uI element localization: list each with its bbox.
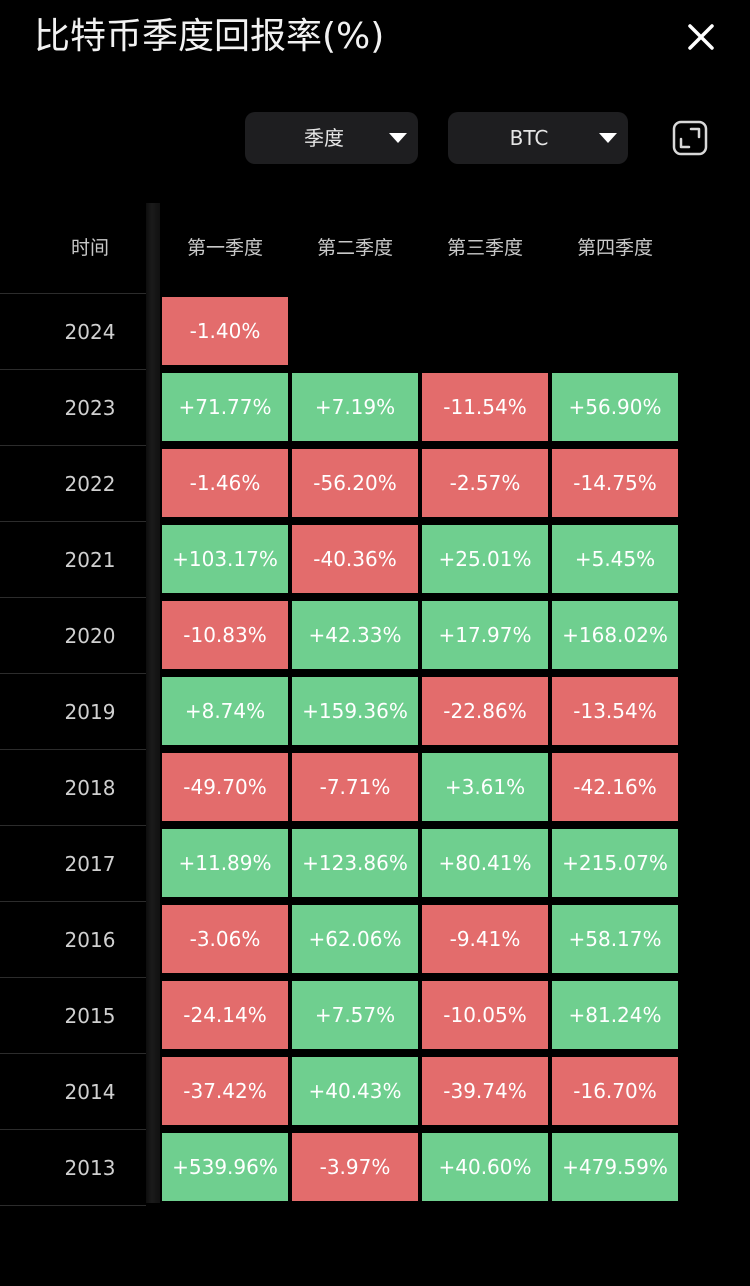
year-label: 2024 [64, 320, 116, 344]
return-cell: -22.86% [422, 677, 548, 745]
return-cell: -42.16% [552, 753, 678, 821]
year-label: 2018 [64, 776, 116, 800]
returns-table: 时间 第一季度 第二季度 第三季度 第四季度 2024 -1.40% 2023 +71… [0, 203, 750, 1206]
caret-down-icon [389, 133, 407, 143]
year-label: 2013 [64, 1156, 116, 1180]
return-cell: +159.36% [292, 677, 418, 745]
row-divider [0, 1129, 146, 1130]
close-icon[interactable] [684, 20, 718, 54]
return-cell: -2.57% [422, 449, 548, 517]
year-label: 2022 [64, 472, 116, 496]
row-divider [0, 369, 146, 370]
period-select-label: 季度 [304, 126, 344, 150]
return-cell: -49.70% [162, 753, 288, 821]
row-divider [0, 825, 146, 826]
year-label: 2023 [64, 396, 116, 420]
year-label: 2017 [64, 852, 116, 876]
row-divider [0, 445, 146, 446]
return-cell: -14.75% [552, 449, 678, 517]
page-title: 比特币季度回报率(%) [34, 16, 385, 57]
return-cell: +8.74% [162, 677, 288, 745]
year-label: 2019 [64, 700, 116, 724]
row-divider [0, 521, 146, 522]
return-cell: +11.89% [162, 829, 288, 897]
return-cell: -37.42% [162, 1057, 288, 1125]
year-label: 2020 [64, 624, 116, 648]
year-label: 2016 [64, 928, 116, 952]
row-divider [0, 293, 146, 294]
row-divider [0, 597, 146, 598]
asset-select-label: BTC [509, 126, 549, 150]
time-header: 时间 [70, 237, 109, 259]
return-cell: -16.70% [552, 1057, 678, 1125]
return-cell: +479.59% [552, 1133, 678, 1201]
return-cell: +168.02% [552, 601, 678, 669]
return-cell: +42.33% [292, 601, 418, 669]
return-cell: +17.97% [422, 601, 548, 669]
return-cell: +62.06% [292, 905, 418, 973]
quarter-header-q4: 第四季度 [576, 237, 653, 259]
return-cell: +58.17% [552, 905, 678, 973]
return-cell: +71.77% [162, 373, 288, 441]
return-cell: +40.43% [292, 1057, 418, 1125]
return-cell: -24.14% [162, 981, 288, 1049]
caret-down-icon [599, 133, 617, 143]
asset-select[interactable]: BTC [448, 112, 628, 164]
return-cell: -13.54% [552, 677, 678, 745]
row-divider [0, 1205, 146, 1206]
return-cell: -3.06% [162, 905, 288, 973]
row-divider [0, 901, 146, 902]
return-cell: +56.90% [552, 373, 678, 441]
return-cell: -10.05% [422, 981, 548, 1049]
row-divider [0, 749, 146, 750]
return-cell: -10.83% [162, 601, 288, 669]
year-label: 2015 [64, 1004, 116, 1028]
return-cell: +539.96% [162, 1133, 288, 1201]
year-label: 2021 [64, 548, 116, 572]
row-divider [0, 977, 146, 978]
return-cell: -39.74% [422, 1057, 548, 1125]
return-cell: -1.46% [162, 449, 288, 517]
period-select[interactable]: 季度 [245, 112, 418, 164]
quarter-header-q2: 第二季度 [316, 237, 393, 259]
return-cell: -9.41% [422, 905, 548, 973]
return-cell: -3.97% [292, 1133, 418, 1201]
quarter-header-q3: 第三季度 [446, 237, 523, 259]
return-cell: +7.57% [292, 981, 418, 1049]
return-cell: +80.41% [422, 829, 548, 897]
return-cell: +25.01% [422, 525, 548, 593]
return-cell: +103.17% [162, 525, 288, 593]
quarter-header-q1: 第一季度 [186, 237, 263, 259]
return-cell: +123.86% [292, 829, 418, 897]
return-cell: +7.19% [292, 373, 418, 441]
return-cell: +215.07% [552, 829, 678, 897]
return-cell: +5.45% [552, 525, 678, 593]
expand-icon[interactable] [672, 120, 708, 156]
row-divider [0, 673, 146, 674]
return-cell: -7.71% [292, 753, 418, 821]
return-cell: +40.60% [422, 1133, 548, 1201]
year-label: 2014 [64, 1080, 116, 1104]
return-cell: -1.40% [162, 297, 288, 365]
return-cell: +81.24% [552, 981, 678, 1049]
return-cell: +3.61% [422, 753, 548, 821]
return-cell: -11.54% [422, 373, 548, 441]
return-cell: -40.36% [292, 525, 418, 593]
return-cell: -56.20% [292, 449, 418, 517]
column-divider [146, 203, 160, 1203]
row-divider [0, 1053, 146, 1054]
